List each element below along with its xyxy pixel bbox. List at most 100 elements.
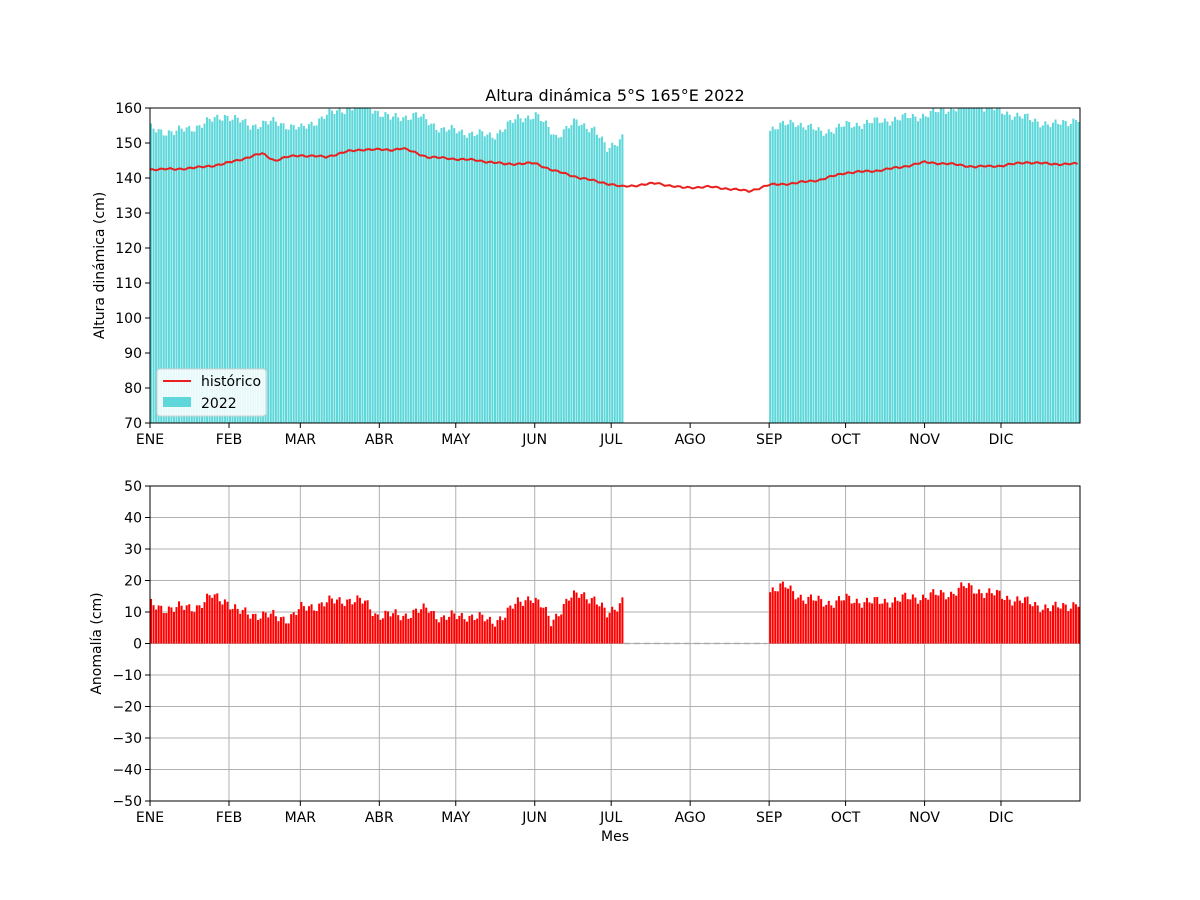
anomaly-bar — [228, 609, 232, 644]
bar-2022 — [542, 121, 545, 423]
top-y-tick-label: 70 — [124, 416, 142, 432]
anomaly-bar — [557, 616, 560, 644]
bar-2022 — [379, 116, 382, 423]
anomaly-bar — [389, 616, 392, 644]
bar-2022 — [771, 126, 774, 423]
anomaly-bar — [1003, 599, 1006, 644]
bar-2022 — [221, 120, 224, 424]
anomaly-bar — [542, 607, 545, 644]
bottom-x-tick-label: MAY — [441, 810, 471, 826]
anomaly-bar — [827, 600, 830, 644]
top-x-tick-label: MAY — [441, 432, 471, 448]
anomaly-bar — [983, 597, 986, 644]
bottom-y-axis-label: Anomalía (cm) — [89, 592, 105, 694]
bar-2022 — [532, 118, 535, 423]
anomaly-bar — [942, 592, 945, 644]
anomaly-bar — [185, 605, 188, 644]
anomaly-bar — [341, 603, 344, 644]
bar-2022 — [944, 113, 947, 424]
anomaly-bar — [911, 594, 914, 644]
bar-2022 — [978, 108, 981, 423]
anomaly-bar — [499, 616, 502, 644]
bar-2022 — [269, 120, 272, 424]
bar-2022 — [544, 120, 547, 423]
anomaly-bar — [853, 602, 856, 644]
anomaly-bar — [815, 600, 818, 644]
bar-2022 — [942, 108, 945, 423]
anomaly-bar — [277, 621, 280, 644]
bar-2022 — [916, 121, 919, 423]
bar-2022 — [356, 108, 359, 423]
bar-2022 — [1057, 123, 1060, 424]
anomaly-bar — [919, 600, 922, 644]
bar-2022 — [310, 121, 313, 423]
anomaly-bar — [435, 619, 438, 644]
bar-2022 — [1039, 127, 1042, 423]
bar-2022 — [282, 123, 285, 424]
anomaly-bar — [150, 598, 153, 644]
bar-2022 — [901, 114, 904, 423]
bar-2022 — [259, 127, 262, 424]
bar-2022 — [455, 133, 458, 423]
bottom-x-tick-label: JUL — [599, 810, 622, 826]
anomaly-bar — [274, 616, 277, 644]
bar-2022 — [425, 119, 428, 424]
anomaly-bar — [307, 606, 311, 644]
bar-2022 — [208, 118, 211, 423]
bar-2022 — [516, 114, 519, 423]
bar-2022 — [200, 127, 203, 423]
bottom-chart: −50 −40 −30 −20 −10 0 10 20 30 40 50 ENE FEB MAR ABR M… — [89, 479, 1081, 845]
bar-2022 — [868, 122, 871, 423]
bar-2022 — [274, 121, 277, 423]
bar-2022 — [257, 128, 260, 424]
bar-2022 — [175, 130, 178, 423]
anomaly-bar — [840, 600, 843, 644]
anomaly-bar — [259, 618, 262, 644]
anomaly-bar — [246, 614, 249, 644]
anomaly-bar — [427, 612, 430, 644]
anomaly-bar — [1044, 604, 1047, 644]
top-x-axis: ENE FEB MAR ABR MAY JUN JUL AGO SEP OCT NOV DIC — [136, 423, 1014, 448]
anomaly-bar — [162, 613, 165, 644]
anomaly-bar — [947, 597, 950, 644]
bar-2022 — [822, 135, 825, 423]
anomaly-bar — [346, 599, 349, 644]
anomaly-bar — [519, 601, 522, 644]
anomaly-bar — [213, 594, 216, 644]
anomaly-bar — [453, 613, 456, 644]
anomaly-bar — [972, 593, 976, 644]
bottom-x-tick-label: ENE — [136, 810, 164, 826]
bottom-y-tick-label: 50 — [124, 479, 142, 495]
bar-2022 — [432, 123, 435, 423]
bar-2022 — [911, 113, 914, 424]
bar-2022 — [376, 110, 379, 423]
bottom-y-tick-label: 40 — [124, 511, 142, 527]
top-chart-title: Altura dinámica 5°S 165°E 2022 — [485, 86, 744, 105]
legend-2022-swatch — [163, 397, 191, 407]
anomaly-bar — [386, 611, 389, 644]
anomaly-bar — [593, 596, 596, 644]
anomaly-bar — [590, 598, 593, 644]
bar-2022 — [315, 125, 318, 424]
bar-2022 — [1074, 120, 1077, 423]
anomaly-bar — [310, 604, 313, 644]
bar-2022 — [1021, 118, 1024, 424]
top-y-tick-label: 80 — [124, 381, 142, 397]
anomaly-bar — [465, 621, 468, 644]
bar-2022 — [865, 119, 869, 424]
bar-2022 — [445, 131, 448, 423]
anomaly-bar — [516, 597, 519, 644]
bar-2022 — [807, 124, 810, 423]
bar-2022 — [254, 124, 257, 424]
bottom-x-tick-label: OCT — [831, 810, 861, 826]
anomaly-bar — [236, 608, 239, 644]
bar-2022 — [172, 135, 175, 423]
anomaly-bar — [394, 609, 397, 644]
bottom-x-tick-label: MAR — [285, 810, 317, 826]
bar-2022 — [608, 147, 611, 423]
anomaly-bar — [817, 595, 820, 644]
bar-2022 — [575, 119, 578, 424]
anomaly-bar — [832, 607, 835, 644]
top-y-tick-label: 90 — [124, 346, 142, 362]
